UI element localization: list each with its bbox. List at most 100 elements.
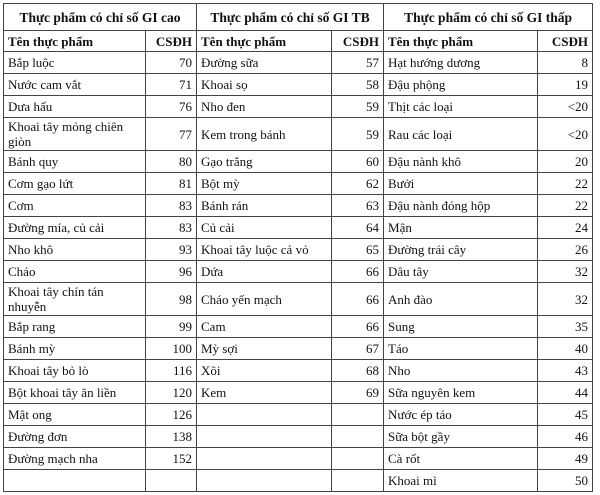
gi-value: 62 [330, 172, 385, 195]
gi-value: 67 [330, 337, 385, 360]
gi-value: 49 [537, 447, 594, 470]
gi-value: 22 [537, 194, 594, 217]
food-name: Hạt hướng dương [383, 51, 539, 74]
food-name: Cơm gạo lứt [3, 172, 146, 195]
table-row: Đường mạch nha 152 Cà rốt 49 [3, 447, 594, 470]
table-row: Bột khoai tây ăn liền 120 Kem 69 Sữa nguyên … [3, 381, 594, 404]
food-name: Mỳ sợi [196, 337, 332, 360]
table-row: Dưa hấu 76 Nho đen 59 Thịt các loại <20 [3, 95, 594, 118]
group-title: Thực phẩm có chỉ số GI thấp [383, 3, 594, 31]
empty-cell [196, 425, 332, 448]
food-name: Kem [196, 381, 332, 404]
table-row: Bánh mỳ 100 Mỳ sợi 67 Táo 40 [3, 337, 594, 360]
food-name: Đường trái cây [383, 238, 539, 261]
empty-cell [330, 403, 385, 426]
food-name: Dâu tây [383, 260, 539, 283]
table-row: Khoai tây bỏ lò 116 Xôi 68 Nho 43 [3, 359, 594, 382]
column-header: CSĐH [330, 30, 385, 52]
food-name: Bánh mỳ [3, 337, 146, 360]
food-name: Bột khoai tây ăn liền [3, 381, 146, 404]
gi-value: 59 [330, 95, 385, 118]
table-row: Cơm 83 Bánh rán 63 Đậu nành đóng hộp 22 [3, 194, 594, 217]
gi-value: 44 [537, 381, 594, 404]
empty-cell [196, 447, 332, 470]
food-name: Nho khô [3, 238, 146, 261]
table-row: Bánh quy 80 Gạo trắng 60 Đậu nành khô 20 [3, 150, 594, 173]
gi-value: 66 [330, 282, 385, 316]
gi-value: 98 [145, 282, 197, 316]
empty-cell [3, 469, 146, 492]
gi-value: 96 [145, 260, 197, 283]
food-name: Sữa bột gầy [383, 425, 539, 448]
table-row: Khoai tây mỏng chiên giòn 77 Kem trong bán… [3, 117, 594, 151]
food-name: Đậu nành đóng hộp [383, 194, 539, 217]
food-name: Cháo yến mạch [196, 282, 332, 316]
gi-value: 70 [145, 51, 197, 74]
empty-cell [330, 447, 385, 470]
table-row: Cơm gạo lứt 81 Bột mỳ 62 Bưởi 22 [3, 172, 594, 195]
food-name: Bánh rán [196, 194, 332, 217]
table-row: Khoai mì 50 [3, 469, 594, 492]
food-name: Cơm [3, 194, 146, 217]
gi-value: 66 [330, 260, 385, 283]
gi-value: 57 [330, 51, 385, 74]
gi-value: 71 [145, 73, 197, 96]
gi-value: 24 [537, 216, 594, 239]
gi-table: Thực phẩm có chỉ số GI cao Thực phẩm có c… [3, 3, 594, 492]
gi-value: <20 [537, 95, 594, 118]
food-name: Dưa hấu [3, 95, 146, 118]
table-row: Bắp luộc 70 Đường sữa 57 Hạt hướng dương 8 [3, 51, 594, 74]
food-name: Cháo [3, 260, 146, 283]
gi-value: 69 [330, 381, 385, 404]
food-name: Mận [383, 216, 539, 239]
table-row: Nước cam vắt 71 Khoai sọ 58 Đậu phộng 19 [3, 73, 594, 96]
gi-value: 68 [330, 359, 385, 382]
gi-value: 20 [537, 150, 594, 173]
gi-value: 63 [330, 194, 385, 217]
gi-value: 116 [145, 359, 197, 382]
gi-value: 58 [330, 73, 385, 96]
column-header: Tên thực phẩm [3, 30, 146, 52]
food-name: Nước ép táo [383, 403, 539, 426]
food-name: Nho đen [196, 95, 332, 118]
gi-value: 99 [145, 315, 197, 338]
gi-value: 59 [330, 117, 385, 151]
food-name: Đường đơn [3, 425, 146, 448]
table-row: Bắp rang 99 Cam 66 Sung 35 [3, 315, 594, 338]
food-name: Xôi [196, 359, 332, 382]
food-name: Nước cam vắt [3, 73, 146, 96]
gi-value: 32 [537, 282, 594, 316]
food-name: Cà rốt [383, 447, 539, 470]
food-name: Đậu phộng [383, 73, 539, 96]
gi-value: 32 [537, 260, 594, 283]
gi-value: 93 [145, 238, 197, 261]
gi-value: 126 [145, 403, 197, 426]
food-name: Khoai tây bỏ lò [3, 359, 146, 382]
table-row: Đường đơn 138 Sữa bột gầy 46 [3, 425, 594, 448]
food-name: Bưởi [383, 172, 539, 195]
food-name: Dứa [196, 260, 332, 283]
food-name: Kem trong bánh [196, 117, 332, 151]
gi-value: 83 [145, 216, 197, 239]
food-name: Bắp luộc [3, 51, 146, 74]
empty-cell [330, 425, 385, 448]
gi-value: 100 [145, 337, 197, 360]
gi-value: 120 [145, 381, 197, 404]
empty-cell [196, 403, 332, 426]
table-row: Khoai tây chín tán nhuyễn 98 Cháo yến mạch… [3, 282, 594, 316]
gi-value: 40 [537, 337, 594, 360]
gi-value: 19 [537, 73, 594, 96]
food-name: Đường mạch nha [3, 447, 146, 470]
food-name: Khoai tây mỏng chiên giòn [3, 117, 146, 151]
empty-cell [196, 469, 332, 492]
gi-value: 45 [537, 403, 594, 426]
gi-value: 43 [537, 359, 594, 382]
food-name: Rau các loại [383, 117, 539, 151]
food-name: Gạo trắng [196, 150, 332, 173]
gi-value: 8 [537, 51, 594, 74]
column-header: CSĐH [537, 30, 594, 52]
food-name: Bột mỳ [196, 172, 332, 195]
food-name: Thịt các loại [383, 95, 539, 118]
food-name: Mật ong [3, 403, 146, 426]
